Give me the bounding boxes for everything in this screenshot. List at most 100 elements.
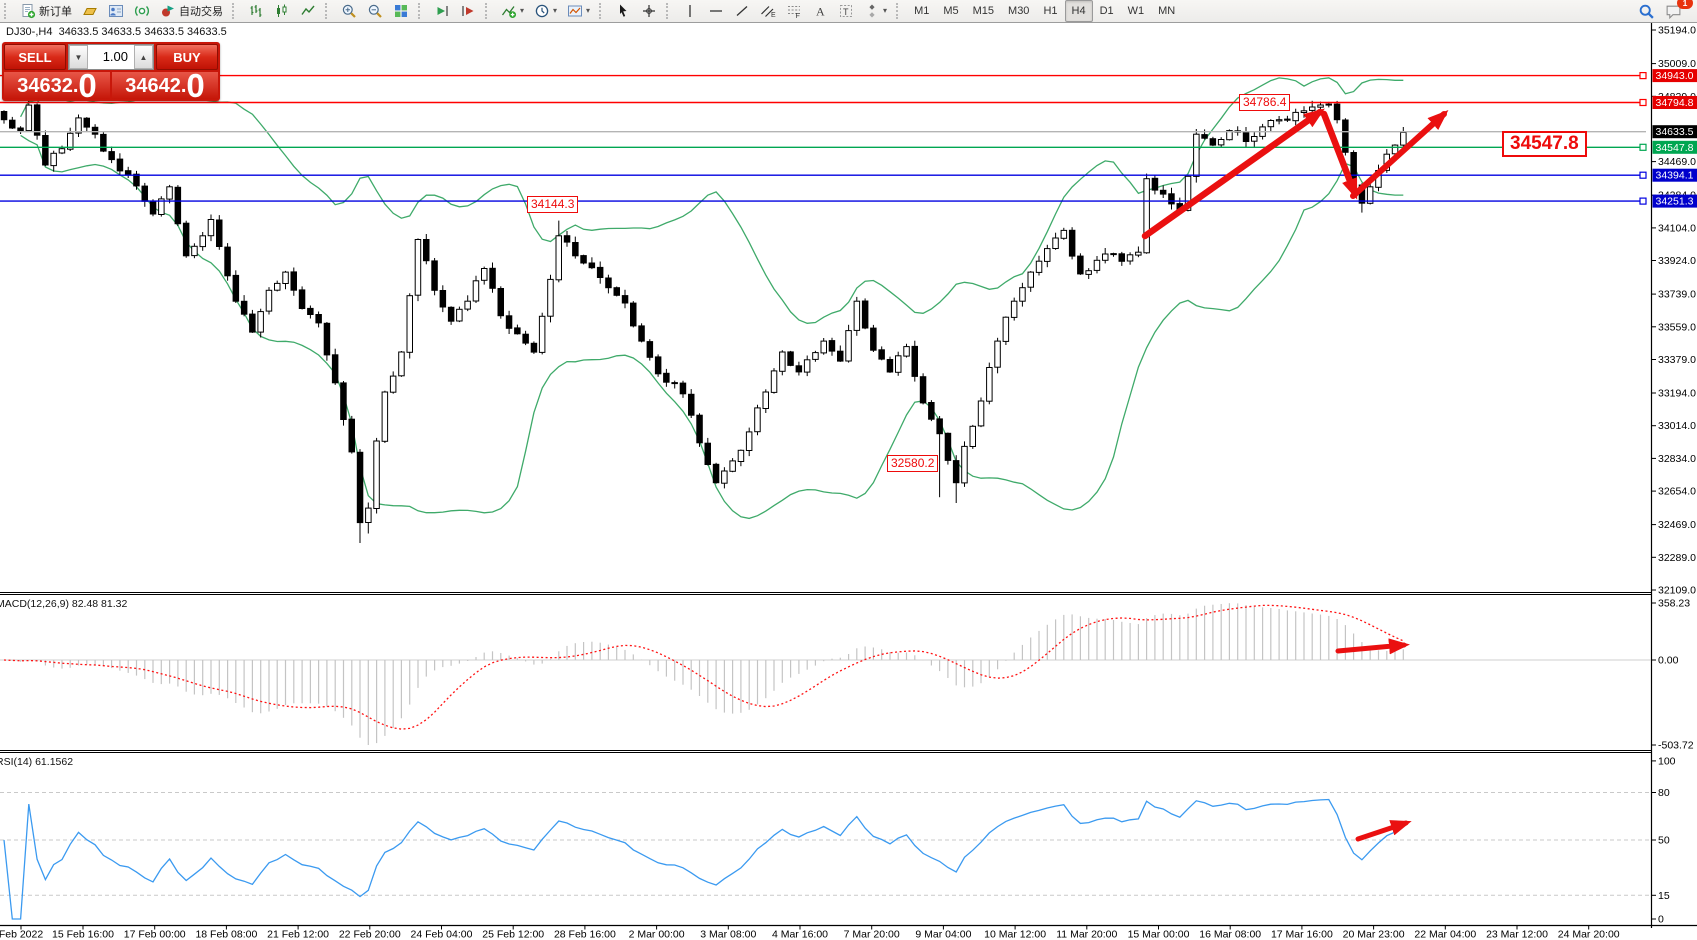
price-annotation-34144-3[interactable]: 34144.3 xyxy=(527,196,579,213)
chart-shift-button[interactable] xyxy=(455,0,481,22)
svg-text:17 Feb 00:00: 17 Feb 00:00 xyxy=(124,929,186,940)
price-annotation-34786-4[interactable]: 34786.4 xyxy=(1239,94,1291,111)
timeframe-button-MN[interactable]: MN xyxy=(1158,5,1176,17)
timeframe-button-M5[interactable]: M5 xyxy=(943,5,959,17)
bar-chart-type-button[interactable] xyxy=(243,0,269,22)
dropdown-caret: ▾ xyxy=(520,6,525,15)
toolbar-grip xyxy=(418,3,427,19)
fibonacci-icon: F xyxy=(786,3,802,19)
new-order-button[interactable]: 新订单 xyxy=(15,0,77,22)
trendline-tool-button[interactable] xyxy=(729,0,755,22)
svg-text:34633.5: 34633.5 xyxy=(1656,126,1694,138)
svg-text:21 Feb 12:00: 21 Feb 12:00 xyxy=(267,929,329,940)
auto-scroll-button[interactable] xyxy=(429,0,455,22)
horizontal-price-lines[interactable] xyxy=(0,71,1647,205)
svg-text:33739.0: 33739.0 xyxy=(1658,289,1696,301)
svg-text:358.23: 358.23 xyxy=(1658,598,1690,610)
svg-text:34251.3: 34251.3 xyxy=(1656,196,1694,208)
vertical-line-tool-button[interactable] xyxy=(677,0,703,22)
trend-arrows[interactable] xyxy=(1141,108,1449,842)
text-tool-icon: A xyxy=(812,3,828,19)
cursor-tool-button[interactable] xyxy=(610,0,636,22)
autotrade-label: 自动交易 xyxy=(179,6,223,18)
svg-text:11 Mar 20:00: 11 Mar 20:00 xyxy=(1056,929,1117,940)
svg-text:3 Mar 08:00: 3 Mar 08:00 xyxy=(700,929,756,940)
svg-text:18 Feb 08:00: 18 Feb 08:00 xyxy=(195,929,257,940)
channel-tool-button[interactable]: E xyxy=(755,0,781,22)
candlestick-type-button[interactable] xyxy=(269,0,295,22)
svg-text:33924.0: 33924.0 xyxy=(1658,255,1696,267)
rsi-axis[interactable]: 100 80 50 15 0 xyxy=(1651,755,1676,926)
sell-button[interactable]: SELL xyxy=(4,44,66,70)
horizontal-line-tool-button[interactable] xyxy=(703,0,729,22)
account-button[interactable] xyxy=(103,0,129,22)
timeframe-button-H1[interactable]: H1 xyxy=(1043,5,1058,17)
svg-text:34104.0: 34104.0 xyxy=(1658,222,1696,234)
line-chart-type-button[interactable] xyxy=(295,0,321,22)
svg-text:15 Mar 00:00: 15 Mar 00:00 xyxy=(1128,929,1190,940)
bar-chart-icon xyxy=(248,3,264,19)
chart-background xyxy=(0,22,1697,940)
svg-text:Feb 2022: Feb 2022 xyxy=(0,929,43,940)
svg-text:A: A xyxy=(816,5,825,19)
fibonacci-tool-button[interactable]: F xyxy=(781,0,807,22)
macd-axis[interactable]: 358.23 0.00 -503.72 xyxy=(1651,598,1694,752)
zoom-in-button[interactable] xyxy=(336,0,362,22)
templates-button[interactable]: ▾ xyxy=(562,0,595,22)
svg-text:80: 80 xyxy=(1658,787,1670,799)
chart-symbol-ohlc-label: DJ30-,H4 34633.5 34633.5 34633.5 34633.5 xyxy=(6,26,227,38)
svg-text:25 Feb 12:00: 25 Feb 12:00 xyxy=(482,929,544,940)
price-annotation-32580-2[interactable]: 32580.2 xyxy=(887,455,939,472)
indicators-button[interactable]: ▾ xyxy=(496,0,529,22)
volume-increase-button[interactable]: ▲ xyxy=(134,45,153,69)
dropdown-caret: ▾ xyxy=(553,6,558,15)
timeframe-button-W1[interactable]: W1 xyxy=(1127,5,1145,17)
text-tool-button[interactable]: A xyxy=(807,0,833,22)
timeframe-button-D1[interactable]: D1 xyxy=(1099,5,1114,17)
label-tool-button[interactable]: T xyxy=(833,0,859,22)
buy-price-main: 34642 xyxy=(125,75,181,97)
volume-decrease-button[interactable]: ▼ xyxy=(69,45,88,69)
zoom-out-button[interactable] xyxy=(362,0,388,22)
sell-price-main: 34632 xyxy=(17,75,73,97)
template-icon xyxy=(567,3,583,19)
svg-text:35009.0: 35009.0 xyxy=(1658,58,1696,70)
gold-bar-icon xyxy=(82,3,98,19)
deposit-button[interactable] xyxy=(77,0,103,22)
price-annotation-34547-8[interactable]: 34547.8 xyxy=(1502,131,1587,157)
svg-text:-503.72: -503.72 xyxy=(1658,740,1694,752)
tile-windows-button[interactable] xyxy=(388,0,414,22)
timeframe-button-M15[interactable]: M15 xyxy=(972,5,995,17)
rsi-pane xyxy=(0,792,1651,920)
time-axis[interactable]: Feb 2022 15 Feb 16:00 17 Feb 00:00 18 Feb 0… xyxy=(0,924,1697,940)
pane-separators[interactable] xyxy=(0,591,1651,754)
notifications-button[interactable]: 1 xyxy=(1660,0,1693,22)
search-button[interactable] xyxy=(1633,0,1660,22)
svg-text:32469.0: 32469.0 xyxy=(1658,519,1696,531)
macd-pane xyxy=(0,603,1651,745)
svg-text:E: E xyxy=(771,12,776,19)
new-order-label: 新订单 xyxy=(39,6,72,18)
buy-button[interactable]: BUY xyxy=(156,44,218,70)
crosshair-tool-button[interactable] xyxy=(636,0,662,22)
timeframe-button-M30[interactable]: M30 xyxy=(1008,5,1030,17)
line-chart-icon xyxy=(300,3,316,19)
svg-text:33014.0: 33014.0 xyxy=(1658,420,1696,432)
timeframe-button-H4[interactable]: H4 xyxy=(1064,0,1093,22)
volume-value[interactable]: 1.00 xyxy=(102,49,128,64)
sell-price-display[interactable]: 34632. 0 xyxy=(4,72,110,99)
periods-button[interactable]: ▾ xyxy=(529,0,562,22)
price-axis[interactable]: 35194.035009.034829.034469.034284.034104… xyxy=(1650,23,1697,928)
equidistant-channel-icon: E xyxy=(760,3,776,19)
svg-text:7 Mar 20:00: 7 Mar 20:00 xyxy=(844,929,900,940)
svg-text:33559.0: 33559.0 xyxy=(1658,321,1696,333)
signal-button[interactable] xyxy=(129,0,155,22)
shapes-tool-button[interactable]: ▾ xyxy=(859,0,892,22)
autotrade-button[interactable]: 自动交易 xyxy=(155,0,228,22)
timeframe-button-M1[interactable]: M1 xyxy=(914,5,930,17)
buy-price-display[interactable]: 34642. 0 xyxy=(112,72,218,99)
sell-price-dot: . xyxy=(72,75,79,97)
svg-text:0: 0 xyxy=(1658,914,1664,926)
